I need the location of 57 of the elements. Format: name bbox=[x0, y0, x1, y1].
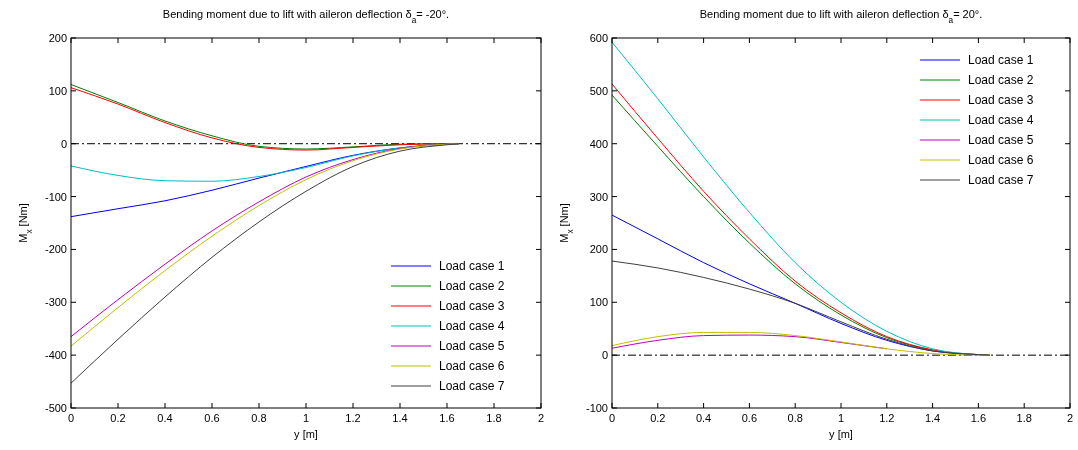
legend-label: Load case 2 bbox=[968, 73, 1034, 87]
x-tick-label: 0.6 bbox=[741, 412, 758, 424]
x-tick-label: 0.2 bbox=[110, 412, 126, 424]
x-axis-title: y [m] bbox=[294, 428, 318, 440]
y-tick-label: 200 bbox=[48, 32, 67, 44]
y-tick-label: -400 bbox=[44, 349, 67, 362]
y-tick-label: -500 bbox=[44, 402, 67, 414]
chart-title: Bending moment due to lift with aileron deflection δ$_{a}$= -20°. bbox=[162, 8, 450, 25]
y-tick-label: 500 bbox=[589, 84, 608, 97]
x-tick-label: 1.6 bbox=[970, 412, 987, 424]
legend-label: Load case 1 bbox=[968, 53, 1034, 67]
legend-label: Load case 4 bbox=[439, 319, 505, 333]
x-tick-label: 1.4 bbox=[924, 412, 941, 424]
legend-label: Load case 6 bbox=[439, 359, 505, 373]
y-tick-label: 600 bbox=[589, 32, 608, 44]
legend-label: Load case 7 bbox=[968, 173, 1034, 187]
y-tick-label: 0 bbox=[60, 137, 67, 150]
x-tick-label: 1.8 bbox=[1016, 412, 1032, 424]
legend-label: Load case 6 bbox=[968, 153, 1034, 167]
x-tick-label: 1.2 bbox=[345, 412, 361, 424]
line-series bbox=[611, 260, 991, 356]
legend-label: Load case 5 bbox=[968, 133, 1034, 147]
x-tick-label: 0.8 bbox=[787, 412, 803, 424]
x-tick-label: 2 bbox=[537, 412, 545, 424]
x-tick-label: 1.2 bbox=[879, 412, 895, 424]
x-tick-label: 1.8 bbox=[486, 412, 502, 424]
x-tick-label: 0.8 bbox=[251, 412, 267, 424]
y-tick-label: -200 bbox=[44, 243, 67, 256]
x-tick-label: 0.4 bbox=[695, 412, 712, 424]
x-tick-label: 0 bbox=[67, 412, 75, 424]
x-axis-title: y [m] bbox=[829, 428, 853, 440]
x-tick-label: 2 bbox=[1066, 412, 1074, 424]
y-tick-label: -100 bbox=[585, 402, 608, 414]
x-tick-label: 1 bbox=[837, 412, 845, 424]
y-tick-label: 100 bbox=[589, 296, 608, 309]
legend-label: Load case 5 bbox=[439, 339, 505, 353]
x-tick-label: 1.4 bbox=[392, 412, 408, 424]
y-tick-label: 300 bbox=[589, 190, 608, 203]
y-tick-label: 200 bbox=[589, 243, 608, 256]
legend-label: Load case 3 bbox=[439, 299, 505, 313]
legend-label: Load case 7 bbox=[439, 379, 505, 393]
legend-label: Load case 3 bbox=[968, 93, 1034, 107]
y-tick-label: 0 bbox=[601, 349, 608, 362]
legend-label: Load case 1 bbox=[439, 259, 505, 273]
chart-title: Bending moment due to lift with aileron deflection δ$_{a}$= 20°. bbox=[699, 8, 983, 25]
x-tick-label: 0.2 bbox=[650, 412, 666, 424]
x-tick-label: 0.4 bbox=[157, 412, 173, 424]
legend-label: Load case 4 bbox=[968, 113, 1034, 127]
legend-label: Load case 2 bbox=[439, 279, 505, 293]
x-tick-label: 1.6 bbox=[439, 412, 455, 424]
x-tick-label: 0.6 bbox=[204, 412, 220, 424]
x-tick-label: 1 bbox=[302, 412, 310, 424]
y-tick-label: -300 bbox=[44, 296, 67, 309]
y-tick-label: 100 bbox=[48, 84, 67, 97]
y-tick-label: -100 bbox=[44, 190, 67, 203]
y-tick-label: 400 bbox=[589, 137, 608, 150]
x-tick-label: 0 bbox=[608, 412, 616, 424]
